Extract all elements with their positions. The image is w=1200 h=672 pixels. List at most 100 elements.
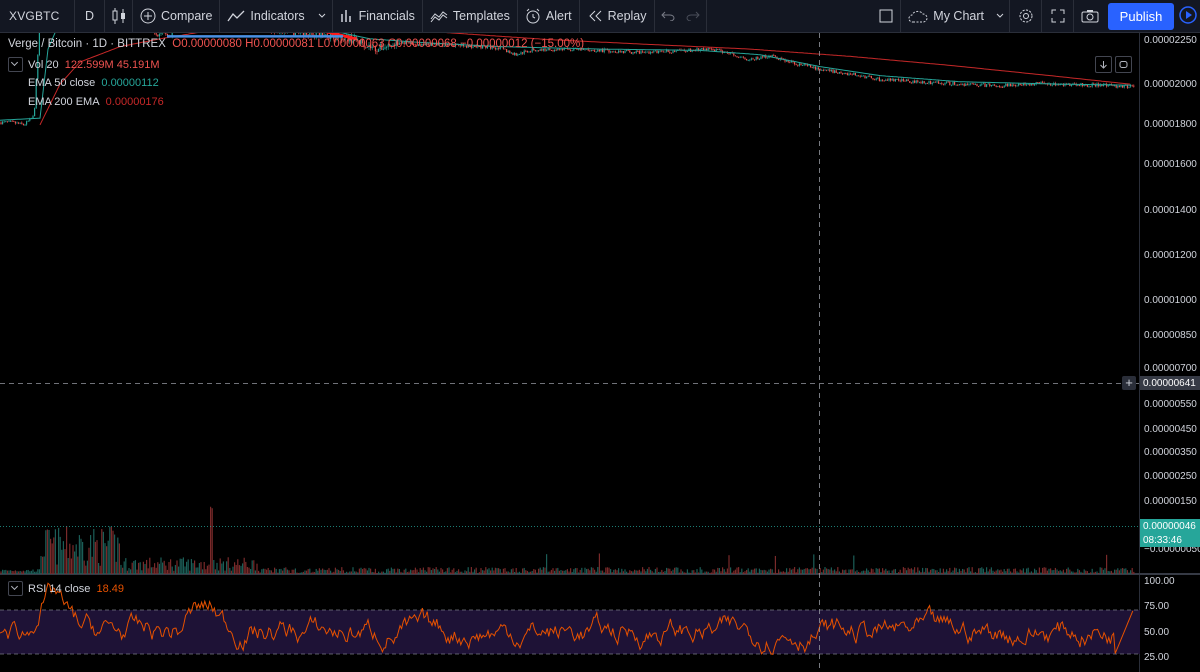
reset-chart-button[interactable] [1115,56,1132,73]
candle-body [445,44,447,46]
chart-type-button[interactable] [105,0,133,33]
volume-bar [802,569,804,574]
volume-legend[interactable]: Vol 20 122.599M 45.191M [8,57,160,72]
volume-bar [942,568,944,574]
volume-bar [675,567,677,574]
redo-button[interactable] [681,0,707,33]
volume-bar [499,569,501,574]
candle-body [741,56,743,58]
layout-dropdown[interactable] [991,0,1010,33]
candle-body [603,48,605,53]
volume-bar [539,567,541,574]
volume-bar [368,567,370,574]
volume-bar [566,569,568,574]
templates-button[interactable]: Templates [423,0,518,33]
candle-body [778,58,780,60]
chart-canvas[interactable] [0,33,1200,672]
fullscreen-layout-button[interactable] [871,0,902,33]
rsi-legend[interactable]: RSI 14 close 18.49 [8,581,124,596]
layout-name-button[interactable]: My Chart [901,0,991,33]
alert-button[interactable]: Alert [518,0,580,33]
candle-body [523,50,525,54]
symbol-search[interactable]: XVGBTC [0,0,75,33]
volume-bar [1048,568,1050,574]
volume-bar [598,553,600,574]
candle-body [1090,86,1092,88]
candle-body [469,45,471,47]
series-title[interactable]: Verge / Bitcoin · 1D · BITTREX [8,38,166,50]
volume-bar [579,569,581,574]
volume-bar [261,569,263,574]
ema200-legend[interactable]: EMA 200 EMA 0.00000176 [28,96,164,108]
volume-bar [1013,568,1015,574]
collapse-legend-icon[interactable] [8,57,23,72]
scroll-down-button[interactable] [1095,56,1112,73]
ema50-legend[interactable]: EMA 50 close 0.00000112 [28,77,159,89]
candle-body [970,83,972,85]
compare-button[interactable]: Compare [133,0,221,33]
volume-bar [507,571,509,574]
candle-body [979,84,981,87]
volume-bar [813,554,815,574]
candle-body [902,79,904,81]
financials-button[interactable]: Financials [333,0,423,33]
interval-button[interactable]: D [75,0,105,33]
volume-bar [744,571,746,574]
candle-body [398,43,400,45]
volume-bar [923,571,925,574]
settings-button[interactable] [1010,0,1042,33]
volume-bar [734,569,736,574]
volume-bar [56,564,58,574]
volume-bar [674,567,676,574]
candle-body [894,79,896,82]
volume-bar [880,571,882,574]
candle-body [491,46,493,49]
indicators-button[interactable]: Indicators [220,0,311,33]
volume-bar [938,572,940,574]
volume-bar [408,571,410,574]
volume-bar [117,537,119,574]
indicators-dropdown[interactable] [312,0,333,33]
volume-bar [995,570,997,574]
candle-body [733,53,735,56]
volume-bar [178,566,180,574]
volume-bar [992,570,994,574]
ema200-value: 0.00000176 [105,96,164,108]
candle-body [947,81,949,83]
candle-body [704,48,706,51]
volume-bar [784,571,786,574]
candle-body [547,48,549,51]
volume-bar [818,572,820,574]
volume-bar [422,567,424,574]
volume-bar [5,569,7,574]
volume-bar [62,541,64,574]
fullscreen-button[interactable] [1042,0,1074,33]
publish-button[interactable]: Publish [1108,3,1174,30]
candle-body [787,60,789,62]
volume-bar [840,572,842,574]
snapshot-button[interactable] [1074,0,1106,33]
add-alert-plus-button[interactable]: + [1122,376,1136,390]
replay-button[interactable]: Replay [580,0,655,33]
candle-body [710,48,712,50]
volume-bar [971,567,973,574]
volume-bar [248,567,250,574]
volume-bar [986,567,988,574]
candle-body [427,43,429,46]
ema200-name: EMA 200 EMA [28,96,100,108]
volume-bar [397,568,399,574]
collapse-rsi-icon[interactable] [8,581,23,596]
volume-bar [165,565,167,574]
undo-button[interactable] [655,0,681,33]
volume-bar [834,569,836,574]
volume-bar [883,570,885,574]
candle-body [370,44,372,49]
trendline-drawings[interactable] [48,33,357,41]
volume-bar [742,572,744,574]
candle-body [926,83,928,84]
volume-bar [987,571,989,574]
play-panel-button[interactable] [1176,0,1200,33]
volume-bar [869,571,871,574]
volume-bar [194,560,196,574]
candle-body [1006,83,1008,87]
